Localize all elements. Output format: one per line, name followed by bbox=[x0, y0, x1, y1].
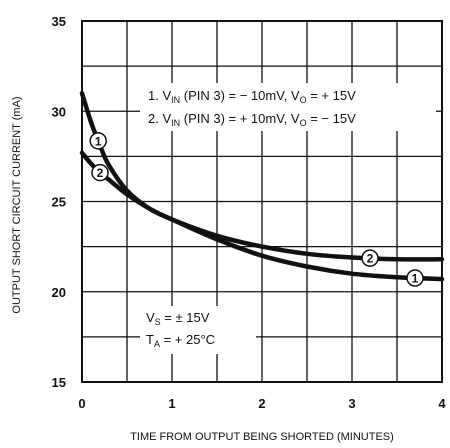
x-tick-label: 0 bbox=[78, 396, 85, 411]
y-axis-label: OUTPUT SHORT CIRCUIT CURRENT (mA) bbox=[11, 96, 23, 313]
x-tick-labels: 0 1 2 3 4 bbox=[78, 396, 446, 411]
condition-1: VS = ± 15V bbox=[146, 310, 210, 327]
y-tick-label: 20 bbox=[52, 285, 66, 300]
x-tick-label: 4 bbox=[438, 396, 446, 411]
legend: 1. VIN (PIN 3) = − 10mV, VO = + 15V 2. VI… bbox=[148, 88, 356, 128]
x-tick-label: 2 bbox=[258, 396, 265, 411]
series-1-marker-label: 1 bbox=[412, 272, 419, 286]
y-tick-label: 35 bbox=[52, 14, 66, 29]
plot-frame bbox=[81, 20, 443, 383]
series-2-marker-label: 2 bbox=[97, 166, 104, 180]
legend-entry-2: 2. VIN (PIN 3) = + 10mV, VO = − 15V bbox=[148, 111, 356, 128]
series-2-marker bbox=[91, 163, 109, 182]
x-tick-label: 1 bbox=[168, 396, 175, 411]
series-2-marker-label: 2 bbox=[367, 252, 374, 266]
series-2-marker bbox=[361, 249, 379, 267]
y-tick-label: 25 bbox=[52, 195, 66, 210]
condition-2: TA = + 25°C bbox=[146, 332, 215, 349]
y-tick-labels: 15 20 25 30 35 bbox=[52, 14, 66, 390]
series-1-marker bbox=[406, 269, 424, 287]
y-tick-label: 30 bbox=[52, 104, 66, 119]
x-axis-label: TIME FROM OUTPUT BEING SHORTED (MINUTES) bbox=[130, 431, 394, 443]
x-tick-label: 3 bbox=[348, 396, 355, 411]
conditions-background bbox=[140, 306, 256, 354]
legend-entry-1: 1. VIN (PIN 3) = − 10mV, VO = + 15V bbox=[148, 88, 356, 105]
legend-background bbox=[140, 83, 436, 131]
test-conditions: VS = ± 15V TA = + 25°C bbox=[146, 310, 215, 349]
series-1-marker bbox=[89, 132, 107, 150]
y-tick-label: 15 bbox=[52, 375, 66, 390]
series-1-marker-label: 1 bbox=[95, 134, 102, 148]
series-markers: 1 1 2 2 bbox=[89, 132, 424, 287]
